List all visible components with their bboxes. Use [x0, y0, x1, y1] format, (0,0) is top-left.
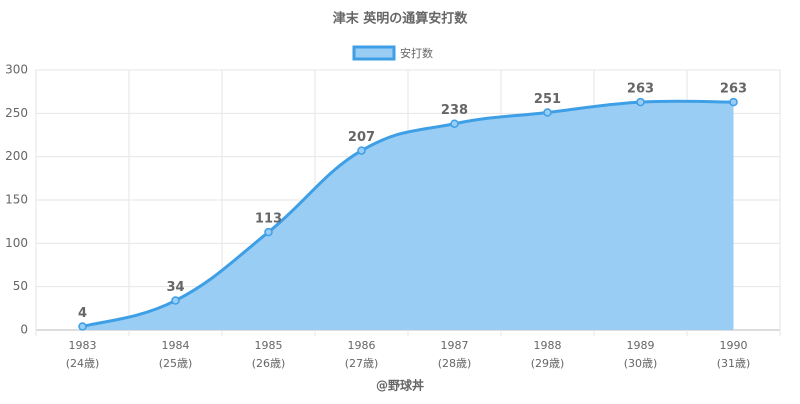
- point: [636, 97, 645, 107]
- legend-label: 安打数: [400, 46, 433, 60]
- data-label: 113: [255, 212, 282, 227]
- area: [82, 101, 734, 331]
- data-label: 238: [441, 103, 468, 118]
- y-tick-label: 100: [5, 236, 28, 250]
- y-tick-label: 300: [5, 63, 28, 77]
- data-label: 34: [166, 280, 184, 295]
- point: [729, 97, 738, 107]
- y-tick-label: 250: [5, 106, 28, 120]
- x-age-label: (24歳): [66, 357, 100, 370]
- x-tick-label: 1985: [255, 339, 283, 352]
- data-label: 263: [720, 82, 747, 97]
- data-label: 263: [627, 82, 654, 97]
- data-label: 207: [348, 130, 375, 145]
- y-tick-label: 200: [5, 149, 28, 163]
- x-age-label: (27歳): [345, 357, 379, 370]
- footer: @野球丼: [376, 378, 424, 393]
- x-tick-label: 1986: [348, 339, 376, 352]
- data-label: 251: [534, 92, 561, 107]
- point: [357, 146, 366, 155]
- y-tick-label: 0: [20, 323, 28, 337]
- x-age-label: (28歳): [438, 357, 472, 370]
- x-age-label: (30歳): [624, 357, 658, 370]
- x-age-label: (29歳): [531, 357, 565, 370]
- point: [543, 108, 552, 117]
- x-age-label: (26歳): [252, 357, 286, 370]
- chart-title: 津末 英明の通算安打数: [333, 11, 469, 27]
- x-age-label: (31歳): [717, 357, 751, 370]
- line: [82, 99, 734, 328]
- x-age-label: (25歳): [159, 357, 193, 370]
- data-label: 4: [78, 306, 87, 321]
- point: [450, 119, 459, 128]
- y-tick-label: 50: [13, 279, 28, 293]
- point: [264, 227, 273, 237]
- y-tick-label: 150: [5, 193, 28, 207]
- x-tick-label: 1987: [441, 339, 469, 352]
- x-tick-label: 1988: [534, 339, 562, 352]
- x-tick-label: 1990: [720, 339, 748, 352]
- x-tick-label: 1989: [627, 339, 655, 352]
- point: [171, 296, 180, 305]
- x-tick-label: 1984: [162, 339, 190, 352]
- legend-swatch: [352, 45, 396, 61]
- point: [78, 322, 87, 331]
- x-tick-label: 1983: [69, 339, 97, 352]
